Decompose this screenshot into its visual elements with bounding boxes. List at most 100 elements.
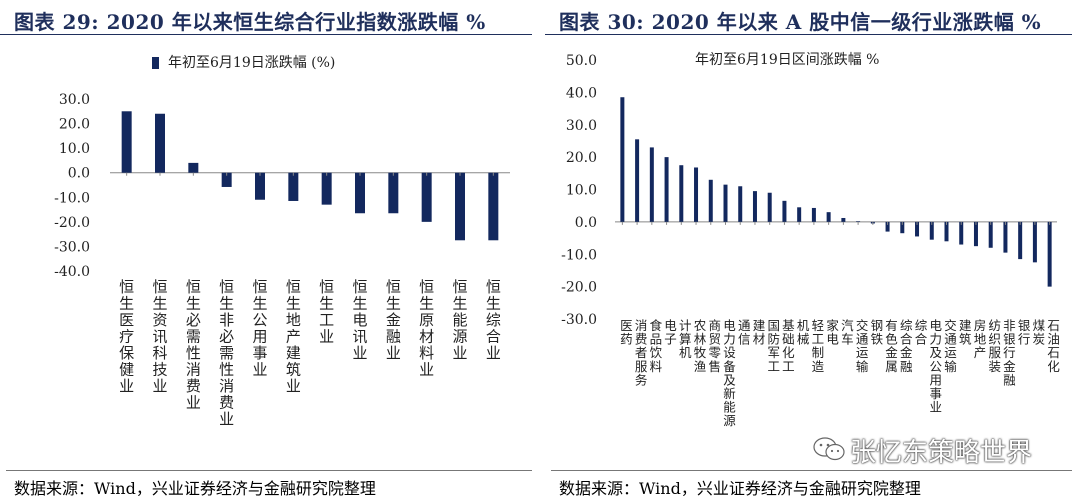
x-tick-label: 机械机械 bbox=[797, 318, 810, 347]
x-tick-label-char: 工 bbox=[767, 359, 780, 374]
x-tick-label-char: 输 bbox=[856, 359, 869, 374]
x-tick-label-char: 产 bbox=[286, 328, 301, 346]
x-tick-label-char: 合 bbox=[900, 332, 913, 347]
wechat-icon bbox=[813, 437, 845, 461]
bar bbox=[738, 186, 743, 222]
x-tick-label: 房地产房地产 bbox=[974, 318, 987, 360]
legend-label: 年初至6月19日区间涨跌幅 % bbox=[695, 51, 879, 68]
bar bbox=[355, 172, 365, 214]
x-tick-label: 恒生原材料业恒生原材料业 bbox=[419, 278, 434, 379]
x-tick-label-char: 筑 bbox=[286, 361, 301, 379]
y-tick-label: 30.0 bbox=[59, 92, 90, 108]
x-tick-label-char: 银 bbox=[1003, 332, 1016, 347]
x-tick-label-char: 生 bbox=[486, 295, 501, 313]
x-tick-label-char: 业 bbox=[219, 410, 234, 428]
x-tick-label-char: 业 bbox=[252, 361, 267, 379]
x-tick-label-char: 业 bbox=[419, 361, 434, 379]
x-tick-label-char: 机 bbox=[797, 318, 810, 333]
x-tick-label-char: 产 bbox=[974, 345, 987, 360]
y-tick-label: -20.0 bbox=[54, 215, 90, 231]
x-tick-label-char: 行 bbox=[1003, 345, 1016, 360]
x-tick-label-char: 设 bbox=[723, 345, 736, 360]
x-tick-label-char: 化 bbox=[1047, 359, 1060, 374]
bar bbox=[635, 139, 640, 222]
y-tick-label: 0.0 bbox=[575, 215, 597, 231]
x-tick-label: 汽车汽车 bbox=[841, 318, 854, 347]
chart-panel-citic: 图表 30: 2020 年以来 A 股中信一级行业涨跌幅 % 年初至6月19日区… bbox=[545, 0, 1080, 498]
x-tick-label-char: 输 bbox=[944, 359, 957, 374]
x-tick-label-char: 合 bbox=[915, 332, 928, 347]
bar bbox=[620, 97, 625, 222]
watermark-text: 张忆东策略世界 bbox=[850, 438, 1033, 468]
x-tick-label-char: 业 bbox=[930, 400, 943, 415]
y-tick-label: -20.0 bbox=[561, 280, 597, 296]
x-tick-label: 恒生工业恒生工业 bbox=[319, 278, 334, 346]
x-tick-label-char: 贸 bbox=[709, 332, 722, 347]
bar bbox=[221, 172, 232, 187]
bar bbox=[255, 172, 265, 200]
x-tick-label-char: 轻 bbox=[812, 318, 825, 333]
x-tick-label-char: 恒 bbox=[319, 278, 334, 296]
x-tick-label: 恒生公用事业恒生公用事业 bbox=[252, 278, 267, 379]
x-tick-label-char: 恒 bbox=[452, 278, 467, 296]
x-tick-label-char: 生 bbox=[419, 295, 434, 313]
bar bbox=[421, 172, 432, 222]
x-tick-label-char: 公 bbox=[930, 359, 943, 374]
source-note: 数据来源：Wind，兴业证券经济与金融研究院整理 bbox=[14, 479, 376, 498]
x-tick-label-char: 生 bbox=[219, 295, 234, 313]
x-tick-label-char: 恒 bbox=[119, 278, 134, 296]
x-tick-label-char: 化 bbox=[782, 345, 795, 360]
x-tick-label-char: 消 bbox=[635, 318, 648, 333]
bar bbox=[723, 184, 728, 222]
bar bbox=[664, 157, 669, 222]
x-tick-label-char: 业 bbox=[486, 344, 501, 362]
y-tick-label: 0.0 bbox=[68, 166, 90, 182]
x-tick-label-char: 者 bbox=[635, 345, 648, 360]
x-tick-label-char: 织 bbox=[988, 332, 1001, 347]
x-tick-label-char: 建 bbox=[959, 318, 972, 333]
x-tick-label-char: 费 bbox=[186, 377, 201, 395]
x-tick-label-char: 金 bbox=[386, 311, 401, 329]
x-tick-label-char: 油 bbox=[1047, 332, 1060, 347]
x-tick-label-char: 非 bbox=[1003, 318, 1016, 333]
legend: 年初至6月19日区间涨跌幅 % bbox=[695, 51, 879, 68]
x-tick-label-char: 料 bbox=[650, 359, 663, 374]
bar bbox=[1032, 221, 1037, 263]
x-tick-label-char: 用 bbox=[252, 328, 267, 346]
y-tick-label: 20.0 bbox=[59, 117, 90, 133]
x-tick-label-char: 公 bbox=[252, 311, 267, 329]
y-tick-label: -10.0 bbox=[561, 247, 597, 263]
chart-title: 图表 29: 2020 年以来恒生综合行业指数涨跌幅 % bbox=[14, 10, 486, 34]
x-tick-label-char: 力 bbox=[723, 332, 736, 347]
source-note: 数据来源：Wind，兴业证券经济与金融研究院整理 bbox=[559, 479, 921, 498]
bar bbox=[767, 192, 772, 222]
x-tick-label-char: 炭 bbox=[1033, 332, 1046, 347]
x-tick-label: 纺织服装纺织服装 bbox=[988, 318, 1001, 374]
x-tick-label-char: 银 bbox=[1018, 318, 1031, 333]
x-tick-label-char: 业 bbox=[286, 377, 301, 395]
x-tick-label-char: 械 bbox=[797, 332, 810, 347]
y-tick-label: 50.0 bbox=[566, 53, 597, 69]
x-tick-label: 恒生非必需性消费业恒生非必需性消费业 bbox=[219, 278, 234, 428]
x-tick-label-char: 事 bbox=[252, 344, 267, 362]
x-tick-label-char: 科 bbox=[152, 344, 167, 362]
legend-label: 年初至6月19日涨跌幅 (%) bbox=[168, 54, 335, 71]
x-tick-label-char: 业 bbox=[119, 377, 134, 395]
x-tick-label: 消费者服务消费者服务 bbox=[635, 318, 648, 387]
x-tick-label: 综合综合 bbox=[915, 318, 928, 347]
x-tick-label-char: 工 bbox=[319, 311, 334, 329]
x-tick-label: 恒生综合业恒生综合业 bbox=[486, 278, 501, 362]
x-tick-label-char: 钢 bbox=[871, 318, 884, 333]
x-tick-label-char: 地 bbox=[286, 311, 301, 329]
bar bbox=[288, 172, 299, 201]
x-tick-label-char: 交 bbox=[944, 318, 957, 333]
x-tick-label-char: 电 bbox=[826, 332, 839, 347]
bar bbox=[885, 221, 890, 232]
x-tick-label-char: 汽 bbox=[841, 318, 854, 333]
x-tick-label-char: 能 bbox=[723, 400, 736, 415]
source-rule bbox=[551, 470, 1072, 471]
x-tick-label-char: 恒 bbox=[252, 278, 267, 296]
x-tick-label: 煤炭煤炭 bbox=[1033, 318, 1046, 347]
x-tick-label-char: 生 bbox=[119, 295, 134, 313]
x-tick-label-char: 料 bbox=[419, 344, 434, 362]
